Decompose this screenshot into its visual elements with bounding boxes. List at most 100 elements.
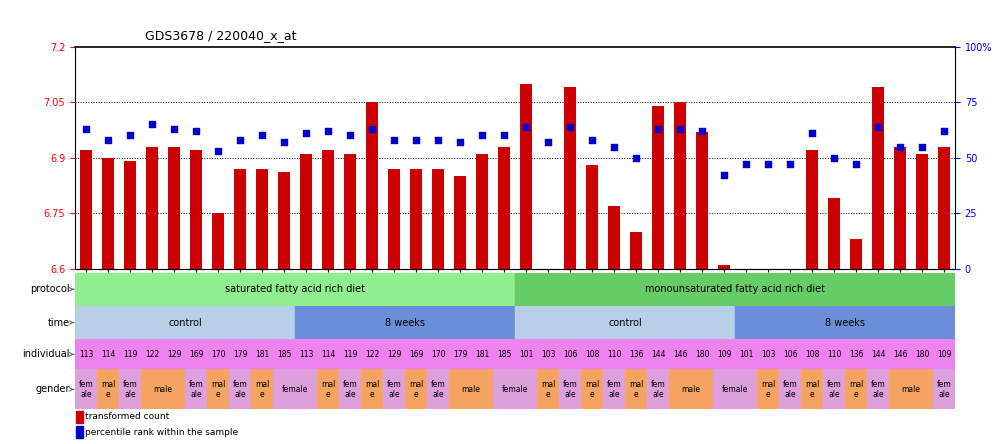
Bar xyxy=(669,369,713,409)
Text: 146: 146 xyxy=(673,350,687,359)
Bar xyxy=(625,339,647,369)
Text: 113: 113 xyxy=(299,350,313,359)
Point xyxy=(188,127,204,135)
Bar xyxy=(278,172,290,269)
Bar xyxy=(75,339,97,369)
Bar xyxy=(735,339,757,369)
Bar xyxy=(383,369,405,409)
Bar xyxy=(317,369,339,409)
Point xyxy=(606,143,622,150)
Text: 129: 129 xyxy=(387,350,401,359)
Point xyxy=(320,127,336,135)
Text: mal
e: mal e xyxy=(321,380,335,399)
Bar xyxy=(542,269,554,291)
Text: individual: individual xyxy=(22,349,70,359)
Bar xyxy=(383,339,405,369)
Bar xyxy=(801,369,823,409)
Text: 119: 119 xyxy=(343,350,357,359)
Bar xyxy=(515,339,537,369)
Bar xyxy=(669,339,691,369)
Text: fem
ale: fem ale xyxy=(563,380,577,399)
Bar xyxy=(894,147,906,269)
Text: percentile rank within the sample: percentile rank within the sample xyxy=(85,428,238,436)
Bar xyxy=(647,339,669,369)
Bar xyxy=(784,269,796,324)
Text: 169: 169 xyxy=(409,350,423,359)
Point xyxy=(672,125,688,132)
Text: 8 weeks: 8 weeks xyxy=(825,317,865,328)
Point xyxy=(518,123,534,130)
Text: 185: 185 xyxy=(497,350,511,359)
Bar xyxy=(647,369,669,409)
Bar xyxy=(608,206,620,269)
Text: 179: 179 xyxy=(453,350,467,359)
Text: monounsaturated fatty acid rich diet: monounsaturated fatty acid rich diet xyxy=(645,284,825,294)
Bar xyxy=(168,147,180,269)
Text: 108: 108 xyxy=(805,350,819,359)
Bar xyxy=(713,369,757,409)
Text: female: female xyxy=(282,385,308,394)
Text: mal
e: mal e xyxy=(629,380,643,399)
Bar xyxy=(581,339,603,369)
Bar xyxy=(207,369,229,409)
Text: 144: 144 xyxy=(871,350,885,359)
Text: mal
e: mal e xyxy=(255,380,269,399)
Text: male: male xyxy=(682,385,700,394)
Text: mal
e: mal e xyxy=(211,380,225,399)
Bar xyxy=(537,369,559,409)
Bar xyxy=(97,369,119,409)
Text: 181: 181 xyxy=(475,350,489,359)
Bar xyxy=(757,339,779,369)
Bar xyxy=(300,154,312,269)
Bar xyxy=(933,339,955,369)
Bar xyxy=(295,339,317,369)
Bar xyxy=(559,369,581,409)
Bar xyxy=(339,339,361,369)
Point xyxy=(100,136,116,143)
Text: 180: 180 xyxy=(695,350,709,359)
Text: 106: 106 xyxy=(563,350,577,359)
Bar xyxy=(229,369,251,409)
Bar xyxy=(432,169,444,269)
Bar xyxy=(102,158,114,269)
Bar xyxy=(163,339,185,369)
Bar xyxy=(696,132,708,269)
Bar xyxy=(361,339,383,369)
Text: 8 weeks: 8 weeks xyxy=(385,317,425,328)
Text: 169: 169 xyxy=(189,350,203,359)
Text: 136: 136 xyxy=(629,350,643,359)
Point xyxy=(122,132,138,139)
Text: 109: 109 xyxy=(937,350,951,359)
Text: saturated fatty acid rich diet: saturated fatty acid rich diet xyxy=(225,284,365,294)
Bar xyxy=(537,339,559,369)
Point xyxy=(540,139,556,146)
Text: 122: 122 xyxy=(145,350,159,359)
Bar xyxy=(471,339,493,369)
Text: 181: 181 xyxy=(255,350,269,359)
Text: 114: 114 xyxy=(321,350,335,359)
Bar xyxy=(76,426,83,438)
Bar xyxy=(75,273,515,306)
Text: 180: 180 xyxy=(915,350,929,359)
Text: male: male xyxy=(462,385,480,394)
Bar xyxy=(625,369,647,409)
Bar xyxy=(828,198,840,269)
Bar xyxy=(146,147,158,269)
Bar xyxy=(779,339,801,369)
Text: 110: 110 xyxy=(827,350,841,359)
Text: fem
ale: fem ale xyxy=(871,380,885,399)
Text: 101: 101 xyxy=(739,350,753,359)
Point xyxy=(914,143,930,150)
Bar xyxy=(322,150,334,269)
Bar xyxy=(872,87,884,269)
Text: mal
e: mal e xyxy=(541,380,555,399)
Point xyxy=(276,139,292,146)
Bar xyxy=(520,83,532,269)
Text: 108: 108 xyxy=(585,350,599,359)
Bar xyxy=(141,369,185,409)
Bar xyxy=(735,306,955,339)
Text: 119: 119 xyxy=(123,350,137,359)
Bar xyxy=(740,269,752,287)
Bar xyxy=(449,369,493,409)
Text: mal
e: mal e xyxy=(101,380,115,399)
